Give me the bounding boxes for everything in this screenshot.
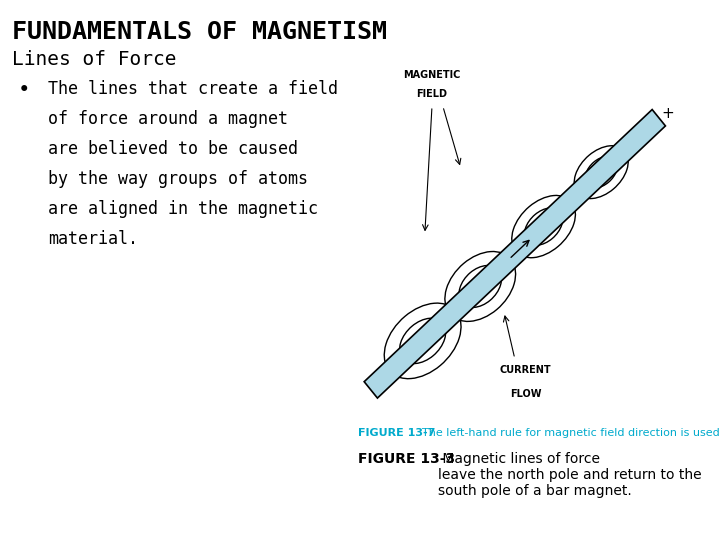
Text: FLOW: FLOW <box>510 389 541 399</box>
Text: CURRENT: CURRENT <box>500 366 552 375</box>
Text: +: + <box>662 106 674 122</box>
Text: Magnetic lines of force
leave the north pole and return to the
south pole of a b: Magnetic lines of force leave the north … <box>438 452 701 498</box>
Text: FIGURE 13-3: FIGURE 13-3 <box>358 452 455 466</box>
Text: material.: material. <box>48 230 138 248</box>
Text: The left-hand rule for magnetic field direction is used: The left-hand rule for magnetic field di… <box>415 428 720 438</box>
Text: Lines of Force: Lines of Force <box>12 50 176 69</box>
Text: are believed to be caused: are believed to be caused <box>48 140 298 158</box>
Text: •: • <box>18 80 31 100</box>
Text: FIGURE 13-7: FIGURE 13-7 <box>358 428 436 438</box>
Text: by the way groups of atoms: by the way groups of atoms <box>48 170 308 188</box>
Text: The lines that create a field: The lines that create a field <box>48 80 338 98</box>
Text: are aligned in the magnetic: are aligned in the magnetic <box>48 200 318 218</box>
Polygon shape <box>364 110 665 398</box>
Text: FUNDAMENTALS OF MAGNETISM: FUNDAMENTALS OF MAGNETISM <box>12 20 387 44</box>
Text: of force around a magnet: of force around a magnet <box>48 110 288 128</box>
Text: MAGNETIC: MAGNETIC <box>403 70 461 80</box>
Text: FIELD: FIELD <box>416 90 448 99</box>
